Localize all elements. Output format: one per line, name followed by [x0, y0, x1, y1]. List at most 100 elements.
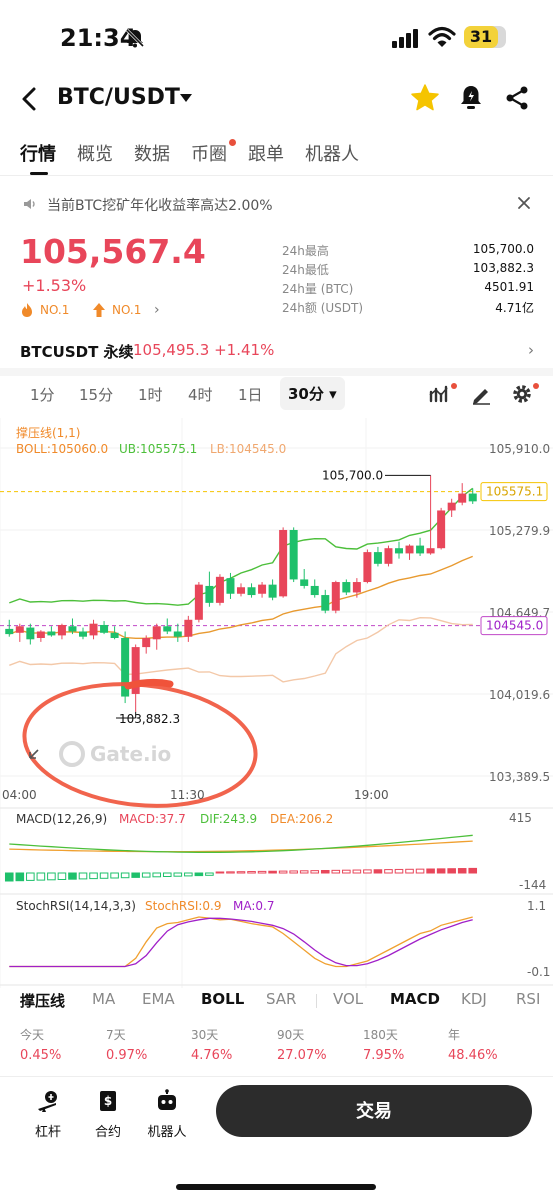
- candle-body: [258, 584, 267, 594]
- ind-tab-kdj[interactable]: KDJ: [461, 990, 487, 1008]
- trade-button[interactable]: 交易: [216, 1085, 532, 1137]
- indicator-badge-dot: [451, 383, 457, 389]
- settings-badge-dot: [533, 383, 539, 389]
- candle-body: [458, 493, 467, 503]
- candle-body: [468, 493, 477, 502]
- favorite-star-icon[interactable]: [410, 83, 440, 113]
- candle-body: [437, 510, 446, 549]
- candle-body: [194, 584, 203, 620]
- candle-body: [15, 626, 24, 633]
- main-tabs: 行情 概览 数据 币圈 跟单 机器人: [0, 128, 553, 176]
- performance-row: 今天 0.45% 7天 0.97% 30天 4.76% 90天 27.07% 1…: [0, 1026, 553, 1070]
- interval-bar: 1分 15分 1时 4时 1日 30分 ▾: [0, 372, 553, 416]
- macd-histogram-bar: [257, 870, 267, 874]
- dif-value: DIF:243.9: [200, 812, 258, 826]
- close-icon[interactable]: [516, 195, 532, 211]
- section-divider: [0, 368, 553, 376]
- tab-copy-trading[interactable]: 跟单: [248, 144, 284, 165]
- perf-value: 0.97%: [106, 1048, 148, 1063]
- ranking-row[interactable]: NO.1 NO.1 ›: [20, 302, 200, 320]
- candlestick-chart[interactable]: 105,910.0105,279.9104,649.7104,019.6103,…: [0, 418, 553, 988]
- announcement-bar[interactable]: 当前BTC挖矿年化收益率高达2.00%: [0, 190, 553, 220]
- macd-value: MACD:37.7: [119, 812, 186, 826]
- announcement-text[interactable]: 当前BTC挖矿年化收益率高达2.00%: [47, 198, 273, 214]
- macd-histogram-bar: [236, 871, 246, 874]
- tab-community[interactable]: 币圈: [191, 144, 227, 165]
- perpetual-price: 105,495.3 +1.41%: [133, 341, 275, 359]
- macd-histogram-bar: [15, 872, 25, 882]
- ub-label: UB:105575.1: [119, 442, 198, 456]
- macd-histogram-bar: [26, 872, 35, 881]
- interval-1h[interactable]: 1时: [138, 386, 163, 404]
- macd-histogram-bar: [78, 872, 88, 880]
- perf-label: 30天: [191, 1028, 219, 1042]
- ind-tab-sar[interactable]: SAR: [266, 990, 297, 1008]
- perf-7d: 7天 0.97%: [106, 1026, 147, 1063]
- perf-label: 年: [448, 1028, 461, 1042]
- ind-tab-boll[interactable]: BOLL: [201, 990, 245, 1008]
- boll-label: BOLL:105060.0: [16, 442, 109, 456]
- battery-level: 31: [469, 27, 493, 46]
- candle-body: [47, 631, 56, 636]
- candle-body: [331, 582, 340, 611]
- gainer-arrow-icon: [93, 303, 105, 317]
- draw-pen-icon[interactable]: [470, 383, 492, 405]
- macd-histogram-bar: [405, 868, 414, 874]
- macd-histogram-bar: [226, 871, 235, 874]
- chevron-right-icon: ›: [154, 302, 160, 318]
- candle-body: [184, 619, 193, 637]
- robot-button[interactable]: 机器人: [137, 1089, 197, 1140]
- ind-tab-macd[interactable]: MACD: [390, 990, 440, 1008]
- interval-30m-selected[interactable]: 30分 ▾: [280, 377, 345, 410]
- candle-body: [289, 529, 298, 580]
- stochrsi-title: StochRSI(14,14,3,3): [16, 899, 136, 913]
- interval-1d[interactable]: 1日: [238, 386, 263, 404]
- leverage-button[interactable]: 杠杆: [18, 1089, 78, 1140]
- perf-1y: 年 48.46%: [448, 1026, 498, 1063]
- tab-market[interactable]: 行情: [20, 144, 56, 165]
- ub-price-tag-text: 105575.1: [486, 485, 543, 499]
- stat-row-high: 24h最高 105,700.0: [282, 242, 534, 261]
- tab-overview[interactable]: 概览: [77, 144, 113, 165]
- perf-value: 0.45%: [20, 1048, 62, 1063]
- chevron-down-icon[interactable]: [180, 94, 192, 102]
- interval-4h[interactable]: 4时: [188, 386, 213, 404]
- chevron-right-icon: ›: [528, 341, 534, 359]
- interval-1m[interactable]: 1分: [30, 386, 55, 404]
- pair-title[interactable]: BTC/USDT: [57, 85, 180, 110]
- share-icon[interactable]: [503, 84, 531, 112]
- ind-tab-rsi[interactable]: RSI: [516, 990, 541, 1008]
- perf-value: 7.95%: [363, 1048, 405, 1063]
- status-time: 21:34: [60, 24, 137, 52]
- back-arrow-icon[interactable]: [16, 85, 42, 113]
- svg-text:$: $: [104, 1094, 112, 1108]
- perf-30d: 30天 4.76%: [191, 1026, 232, 1063]
- candle-body: [163, 626, 172, 632]
- ind-tab-vol[interactable]: VOL: [333, 990, 364, 1008]
- chart-area[interactable]: 105,910.0 105,279.9 104,649.7 104,019.6 103,…: [0, 418, 553, 988]
- ind-tab-ma[interactable]: MA: [92, 990, 116, 1008]
- community-badge-dot: [229, 139, 236, 146]
- contract-button[interactable]: $ 合约: [78, 1089, 138, 1140]
- watermark-logo: [59, 741, 85, 767]
- tab-data[interactable]: 数据: [134, 144, 170, 165]
- ind-tab-sr[interactable]: 撑压线: [20, 992, 66, 1010]
- dif-line: [9, 834, 473, 853]
- perf-90d: 90天 27.07%: [277, 1026, 327, 1063]
- price-alert-icon[interactable]: [457, 83, 485, 113]
- stochrsi-axis-label: -0.1: [527, 965, 550, 979]
- high-annotation: 105,700.0: [322, 468, 383, 482]
- indicator-icon[interactable]: [428, 383, 450, 405]
- candle-body: [100, 624, 109, 633]
- perpetual-row[interactable]: BTCUSDT 永续 105,495.3 +1.41% ›: [20, 340, 534, 362]
- last-price: 105,567.4: [20, 232, 206, 271]
- macd-histogram-bar: [99, 872, 109, 879]
- settings-gear-icon[interactable]: [511, 383, 533, 405]
- time-axis-label: 11:30: [170, 788, 205, 802]
- ind-tab-ema[interactable]: EMA: [142, 990, 175, 1008]
- macd-histogram-bar: [173, 872, 183, 877]
- contract-icon: $: [100, 1091, 116, 1111]
- stochrsi-value: StochRSI:0.9: [145, 899, 222, 913]
- tab-robot[interactable]: 机器人: [305, 144, 359, 165]
- interval-15m[interactable]: 15分: [79, 386, 114, 404]
